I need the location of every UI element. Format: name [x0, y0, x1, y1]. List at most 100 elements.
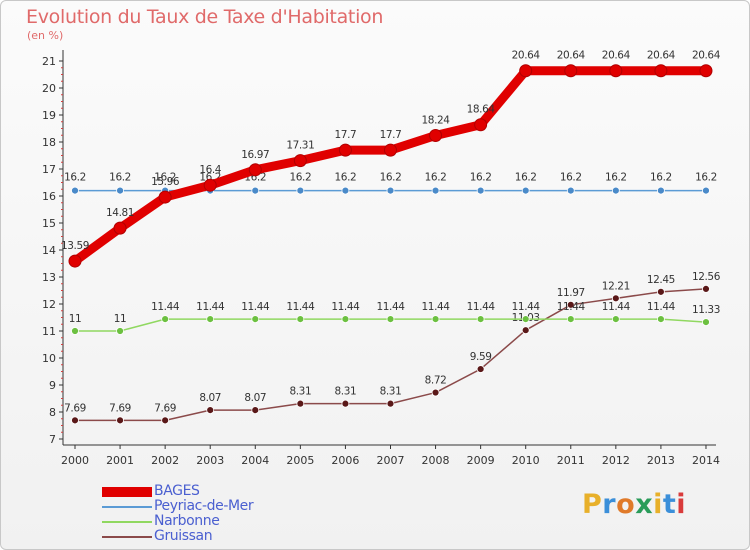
data-point	[429, 129, 443, 143]
legend-label: Gruissan	[154, 528, 213, 544]
y-tick-label: 16	[42, 190, 56, 203]
data-label: 14.81	[106, 207, 134, 219]
data-label: 11.44	[512, 301, 541, 313]
legend-label: BAGES	[154, 483, 200, 499]
series-gruissan: 7.69 7.69 7.69 8.07 8.07 8.31 8.31 8.31 8.72 9.59…	[64, 271, 721, 425]
x-tick-label: 2003	[196, 454, 224, 467]
data-point	[431, 388, 440, 397]
data-point	[206, 406, 215, 415]
x-tick-label: 2012	[602, 454, 630, 467]
data-label: 16.2	[64, 172, 86, 184]
legend-label: Peyriac-de-Mer	[154, 498, 254, 514]
data-label: 20.64	[557, 50, 586, 62]
data-point	[474, 118, 488, 132]
legend-swatch	[102, 536, 152, 538]
x-tick-label: 2004	[241, 454, 269, 467]
data-point	[519, 64, 533, 78]
data-point	[609, 64, 623, 78]
data-label: 18.64	[467, 104, 496, 116]
logo-letter: o	[616, 489, 636, 520]
data-point	[431, 315, 440, 324]
x-tick-label: 2009	[467, 454, 495, 467]
data-point	[476, 365, 485, 373]
data-point	[68, 254, 82, 268]
logo-letter: i	[653, 489, 663, 520]
data-label: 16.2	[605, 172, 627, 184]
data-point	[251, 315, 260, 324]
logo-letter: P	[582, 489, 603, 520]
y-tick-label: 21	[42, 55, 56, 68]
series-narbonne: 11 11 11.44 11.44 11.44 11.44 11.44 11.44 11.44 1…	[69, 301, 720, 335]
data-label: 12.56	[692, 271, 721, 283]
data-point	[296, 399, 305, 408]
data-point	[116, 327, 124, 335]
data-label: 16.4	[199, 164, 221, 176]
data-label: 7.69	[109, 402, 131, 414]
data-label: 11.44	[151, 301, 180, 313]
data-label: 16.2	[470, 172, 492, 184]
y-tick-label: 18	[42, 136, 56, 149]
x-tick-label: 2000	[61, 454, 89, 467]
data-point	[702, 186, 710, 195]
data-label: 11.44	[602, 301, 631, 313]
data-point	[657, 287, 665, 296]
data-label: 13.59	[61, 240, 89, 252]
data-point	[699, 64, 713, 78]
data-point	[113, 221, 127, 235]
data-label: 16.2	[650, 172, 672, 184]
data-label: 20.64	[692, 50, 721, 62]
data-point	[386, 315, 395, 324]
data-label: 11.44	[376, 301, 405, 313]
data-label: 8.07	[199, 392, 221, 404]
data-label: 9.59	[470, 351, 492, 363]
data-label: 11.44	[467, 301, 496, 313]
data-label: 11.97	[557, 287, 585, 299]
data-point	[386, 186, 395, 195]
proxiti-logo: Proxiti	[582, 489, 686, 520]
y-tick-label: 17	[42, 163, 56, 176]
y-tick-label: 7	[49, 433, 56, 446]
data-point	[341, 399, 350, 408]
x-tick-label: 2005	[286, 454, 314, 467]
data-label: 7.69	[64, 402, 86, 414]
legend-label: Narbonne	[154, 513, 220, 529]
data-point	[383, 143, 397, 157]
data-label: 8.07	[244, 392, 266, 404]
data-point	[611, 186, 620, 195]
data-label: 8.31	[380, 386, 402, 398]
legend-swatch	[102, 521, 152, 523]
legend-swatch	[102, 506, 152, 508]
data-label: 17.7	[380, 129, 402, 141]
data-label: 15.96	[151, 176, 180, 188]
data-point	[161, 416, 170, 425]
data-point	[566, 300, 575, 309]
y-tick-label: 19	[42, 109, 56, 122]
data-point	[158, 190, 172, 204]
data-point	[296, 315, 305, 324]
data-point	[251, 186, 260, 195]
y-tick-label: 20	[42, 82, 56, 95]
data-point	[161, 315, 170, 324]
y-tick-label: 13	[42, 271, 56, 284]
x-tick-label: 2001	[106, 454, 134, 467]
data-point	[702, 284, 710, 293]
data-label: 16.2	[560, 172, 582, 184]
series-peyriac-de-mer: 16.2 16.2 16.2 16.2 16.2 16.2 16.2 16.2 16.2 16.2…	[64, 172, 717, 195]
x-tick-label: 2011	[557, 454, 585, 467]
data-point	[71, 327, 79, 335]
data-point	[341, 315, 350, 324]
data-label: 16.2	[335, 172, 357, 184]
data-point	[431, 186, 440, 195]
series-line	[70, 66, 711, 266]
data-label: 7.69	[154, 402, 176, 414]
series-bages: 13.59 14.81 15.96 16.4 16.97 17.31 17.7 17.7 18.…	[61, 50, 721, 268]
data-label: 8.31	[335, 386, 357, 398]
data-label: 16.2	[380, 172, 402, 184]
data-label: 11.33	[692, 304, 720, 316]
data-label: 11.44	[557, 301, 586, 313]
data-point	[116, 416, 124, 425]
logo-letter: x	[635, 489, 654, 520]
x-tick-label: 2006	[331, 454, 359, 467]
